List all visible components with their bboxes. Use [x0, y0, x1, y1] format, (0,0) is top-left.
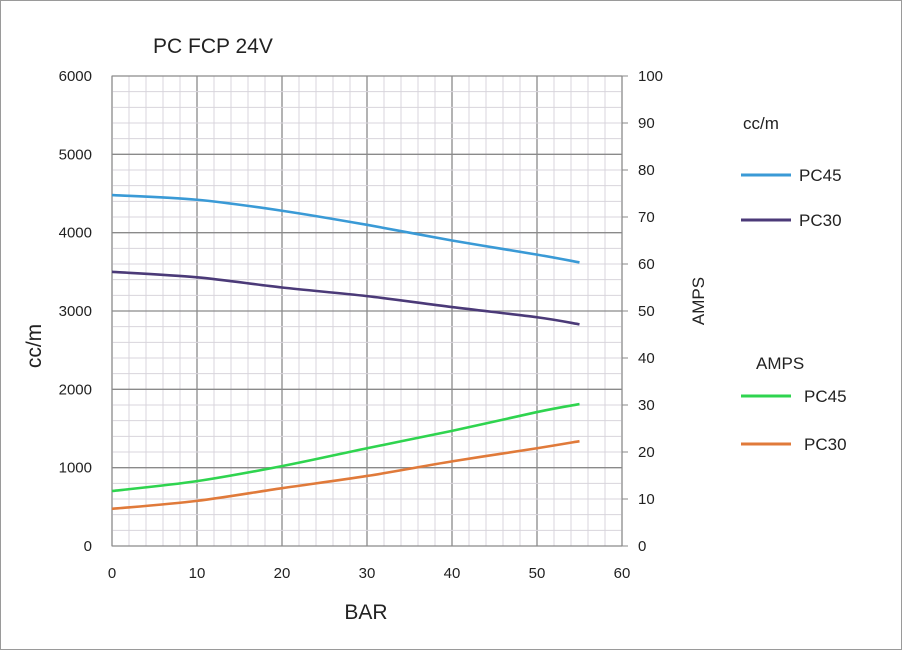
x-tick-label: 20 — [274, 565, 291, 582]
y2-tick-label: 10 — [638, 491, 655, 508]
series-line-pc30-left — [111, 270, 580, 326]
legend-label: PC30 — [804, 435, 847, 454]
x-tick-label: 50 — [529, 565, 546, 582]
legend-group-title: cc/m — [743, 114, 779, 133]
grid — [111, 75, 623, 547]
y-tick-label: 6000 — [59, 68, 92, 85]
x-axis-label: BAR — [344, 601, 387, 624]
y2-tick-label: 20 — [638, 444, 655, 461]
y2-tick-label: 90 — [638, 115, 655, 132]
y2-tick-label: 100 — [638, 68, 663, 85]
y2-tick-label: 30 — [638, 397, 655, 414]
y2-tick-label: 50 — [638, 303, 655, 320]
y-tick-label: 4000 — [59, 225, 92, 242]
y-tick-label: 1000 — [59, 460, 92, 477]
y-tick-label: 0 — [84, 538, 92, 555]
x-tick-label: 0 — [108, 565, 116, 582]
x-tick-label: 40 — [444, 565, 461, 582]
y2-tick-label: 60 — [638, 256, 655, 273]
legend-label: PC45 — [799, 166, 842, 185]
y2-axis-label: AMPS — [689, 277, 708, 325]
legend-label: PC45 — [804, 387, 847, 406]
series-line-pc45-left — [111, 193, 580, 264]
y-tick-label: 3000 — [59, 303, 92, 320]
y2-tick-label: 80 — [638, 162, 655, 179]
x-tick-label: 60 — [614, 565, 631, 582]
legend-label: PC30 — [799, 211, 842, 230]
series-line-pc45-right — [111, 402, 580, 493]
y-tick-label: 2000 — [59, 381, 92, 398]
chart-title: PC FCP 24V — [153, 35, 273, 58]
x-tick-label: 30 — [359, 565, 376, 582]
y2-tick-label: 70 — [638, 209, 655, 226]
y2-tick-label: 40 — [638, 350, 655, 367]
y-axis-label: cc/m — [23, 324, 46, 368]
series-line-pc30-right — [111, 439, 580, 511]
y-tick-label: 5000 — [59, 146, 92, 163]
x-tick-label: 10 — [189, 565, 206, 582]
y2-tick-label: 0 — [638, 538, 646, 555]
legend-group-title: AMPS — [756, 354, 804, 373]
